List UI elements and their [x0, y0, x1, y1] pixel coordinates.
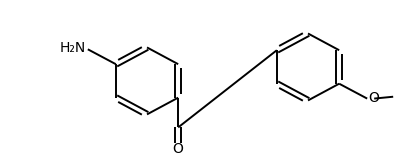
Text: O: O — [368, 91, 379, 105]
Text: H₂N: H₂N — [60, 41, 86, 55]
Text: O: O — [173, 142, 184, 154]
